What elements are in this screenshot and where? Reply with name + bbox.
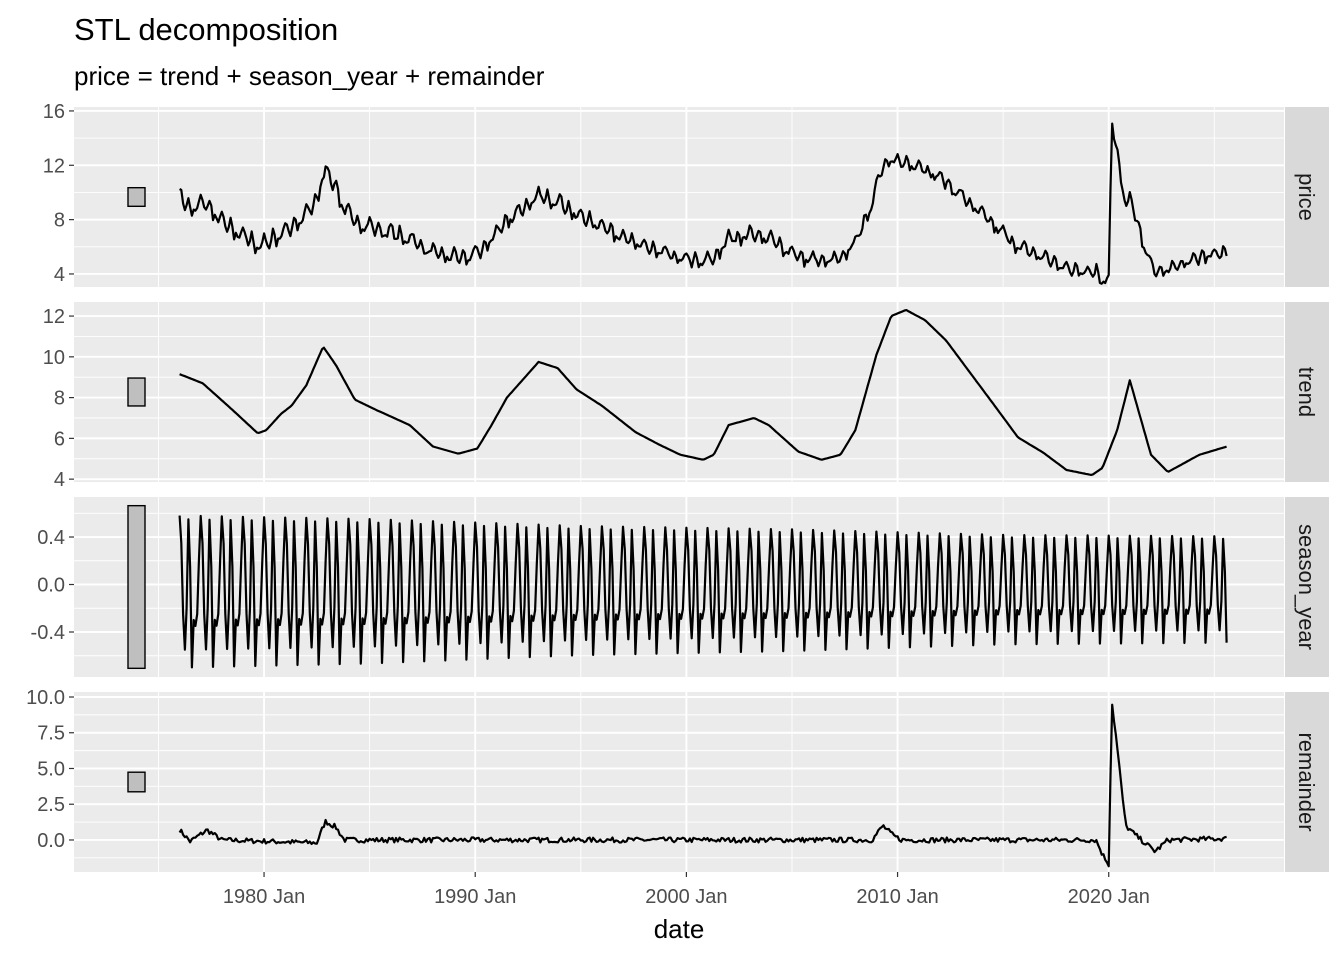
series-line-remainder [178, 703, 1227, 868]
y-tick-label: 12 [43, 306, 65, 328]
y-tick-label: 4 [54, 469, 65, 491]
y-tick-label: 12 [43, 155, 65, 177]
x-tick-label: 2010 Jan [856, 886, 938, 908]
chart-title: STL decomposition [74, 12, 338, 47]
x-axis: 1980 Jan 1990 Jan 2000 Jan 2010 Jan 2020 Jan [223, 872, 1150, 908]
x-tick-label: 2020 Jan [1068, 886, 1150, 908]
x-tick-label: 1990 Jan [434, 886, 516, 908]
panel-background [74, 692, 1284, 872]
x-axis-title: date [654, 914, 705, 944]
y-tick-label: 7.5 [37, 723, 65, 745]
facet-strip [1285, 497, 1329, 677]
chart-subtitle: price = trend + season_year + remainder [74, 61, 545, 91]
panel-background [74, 302, 1284, 482]
scale-bar [127, 771, 146, 793]
y-tick-label: 0.0 [37, 830, 65, 852]
panel-season_year: -0.4 0.0 0.4 season_year [31, 497, 1329, 677]
y-tick-label: 0.4 [37, 527, 65, 549]
x-tick-label: 1980 Jan [223, 886, 305, 908]
facet-strip-label: trend [1294, 367, 1319, 417]
series-line-season_year [178, 514, 1228, 669]
scale-bar [127, 377, 146, 407]
y-tick-label: 2.5 [37, 794, 65, 816]
panel-background [74, 107, 1284, 287]
y-tick-label: 10 [43, 347, 65, 369]
series-line-trend [179, 309, 1227, 476]
y-tick-label: 0.0 [37, 575, 65, 597]
panel-remainder: 0.0 2.5 5.0 7.5 10.0 remainder [26, 687, 1329, 872]
y-tick-label: 8 [54, 210, 65, 232]
y-tick-label: 6 [54, 428, 65, 450]
panel-price: 4 8 12 16 price [43, 101, 1329, 287]
facet-strip-label: season_year [1294, 524, 1319, 650]
facet-strip-label: remainder [1294, 732, 1319, 831]
facet-strip [1285, 692, 1329, 872]
x-tick-label: 2000 Jan [645, 886, 727, 908]
facet-strip-label: price [1294, 173, 1319, 221]
scale-bar [127, 186, 146, 208]
series-line-price [179, 122, 1228, 285]
facet-strip [1285, 302, 1329, 482]
panel-trend: 4 6 8 10 12 trend [43, 302, 1329, 491]
y-tick-label: 4 [54, 264, 65, 286]
facet-panels: 4 8 12 16 price 4 6 8 10 12 trend -0.4 0.0 0.4 season_… [26, 101, 1329, 872]
y-tick-label: 5.0 [37, 758, 65, 780]
y-tick-label: -0.4 [31, 622, 65, 644]
y-tick-label: 8 [54, 388, 65, 410]
facet-strip [1285, 107, 1329, 287]
y-tick-label: 16 [43, 101, 65, 123]
scale-bar [127, 504, 146, 670]
y-tick-label: 10.0 [26, 687, 65, 709]
